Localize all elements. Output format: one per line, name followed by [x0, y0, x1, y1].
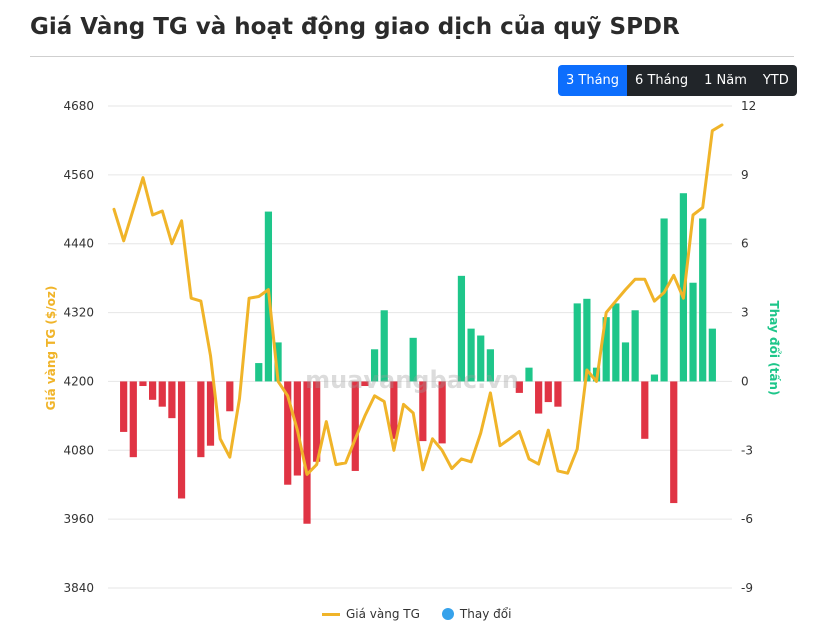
right-tick-label: -9	[741, 581, 753, 595]
legend-line-swatch[interactable]	[322, 612, 340, 616]
bar-mark[interactable]	[139, 381, 147, 387]
right-tick-label: 3	[741, 306, 749, 320]
right-tick-label: 9	[741, 168, 749, 182]
bar-mark[interactable]	[197, 381, 205, 458]
bar-mark[interactable]	[467, 328, 475, 382]
bar-mark[interactable]	[660, 218, 668, 382]
left-tick-label: 3960	[63, 512, 94, 526]
gold-price-line[interactable]	[112, 123, 724, 476]
range-button-3m[interactable]: 3 Tháng	[558, 65, 628, 96]
bar-mark[interactable]	[515, 381, 523, 393]
right-tick-label: 12	[741, 99, 756, 113]
left-tick-label: 4560	[63, 168, 94, 182]
bar-mark[interactable]	[602, 317, 610, 382]
left-tick-label: 3840	[63, 581, 94, 595]
bar-mark[interactable]	[631, 310, 639, 382]
bar-mark[interactable]	[583, 298, 591, 382]
left-axis-title: Giá vàng TG ($/oz)	[44, 286, 58, 411]
bar-mark[interactable]	[284, 381, 292, 485]
left-tick-label: 4440	[63, 237, 94, 251]
bar-mark[interactable]	[390, 381, 398, 439]
bar-mark[interactable]	[525, 367, 533, 382]
left-tick-label: 4680	[63, 99, 94, 113]
bar-mark[interactable]	[612, 303, 620, 382]
bar-mark[interactable]	[129, 381, 137, 458]
bar-mark[interactable]	[149, 381, 157, 400]
bar-mark[interactable]	[313, 381, 321, 462]
legend-bar-swatch[interactable]	[441, 608, 454, 620]
right-tick-label: -6	[741, 512, 753, 526]
bar-mark[interactable]	[120, 381, 128, 432]
right-tick-label: -3	[741, 443, 753, 457]
watermark-text: muavangbac.vn	[305, 366, 519, 394]
bar-mark[interactable]	[699, 218, 707, 382]
bar-mark[interactable]	[255, 363, 263, 382]
bar-mark[interactable]	[226, 381, 234, 412]
bar-mark[interactable]	[361, 381, 369, 387]
left-tick-label: 4080	[63, 443, 94, 457]
bar-mark[interactable]	[419, 381, 427, 442]
right-tick-label: 0	[741, 374, 749, 388]
title-divider	[30, 56, 794, 57]
bar-mark[interactable]	[457, 275, 466, 382]
bar-mark[interactable]	[177, 381, 186, 499]
bar-mark[interactable]	[650, 374, 659, 382]
right-tick-label: 6	[741, 237, 749, 251]
bar-mark[interactable]	[689, 282, 697, 382]
bar-mark[interactable]	[554, 381, 562, 407]
bar-mark[interactable]	[351, 381, 359, 471]
legend-line-label[interactable]: Giá vàng TG	[346, 607, 420, 621]
bar-mark[interactable]	[544, 381, 552, 403]
right-axis-title: Thay đổi (tấn)	[767, 301, 782, 396]
range-button-6m[interactable]: 6 Tháng	[627, 65, 697, 96]
range-button-1y[interactable]: 1 Năm	[696, 65, 755, 96]
bar-mark[interactable]	[158, 381, 166, 407]
bar-mark[interactable]	[477, 335, 485, 382]
bar-mark[interactable]	[641, 381, 649, 439]
bar-mark[interactable]	[486, 349, 494, 382]
left-tick-label: 4200	[63, 374, 94, 388]
bar-mark[interactable]	[535, 381, 543, 414]
bar-mark[interactable]	[303, 381, 311, 524]
range-button-ytd[interactable]: YTD	[754, 65, 797, 96]
bar-mark[interactable]	[621, 342, 630, 382]
bar-mark[interactable]	[438, 381, 446, 444]
bar-mark[interactable]	[370, 349, 379, 382]
bar-mark[interactable]	[670, 381, 678, 504]
bar-mark[interactable]	[380, 310, 388, 382]
chart-title: Giá Vàng TG và hoạt động giao dịch của q…	[30, 14, 680, 40]
range-selector: 3 Tháng 6 Tháng 1 Năm YTD	[558, 65, 797, 96]
legend-bar-label[interactable]: Thay đổi	[459, 607, 512, 621]
left-tick-label: 4320	[63, 306, 94, 320]
bar-mark[interactable]	[206, 381, 215, 446]
bar-mark[interactable]	[708, 328, 716, 382]
bar-mark[interactable]	[573, 303, 581, 382]
bar-mark[interactable]	[409, 337, 417, 382]
chart-legend: Giá vàng TG Thay đổi	[322, 607, 511, 621]
bar-mark[interactable]	[168, 381, 176, 419]
bar-mark[interactable]	[274, 342, 282, 382]
